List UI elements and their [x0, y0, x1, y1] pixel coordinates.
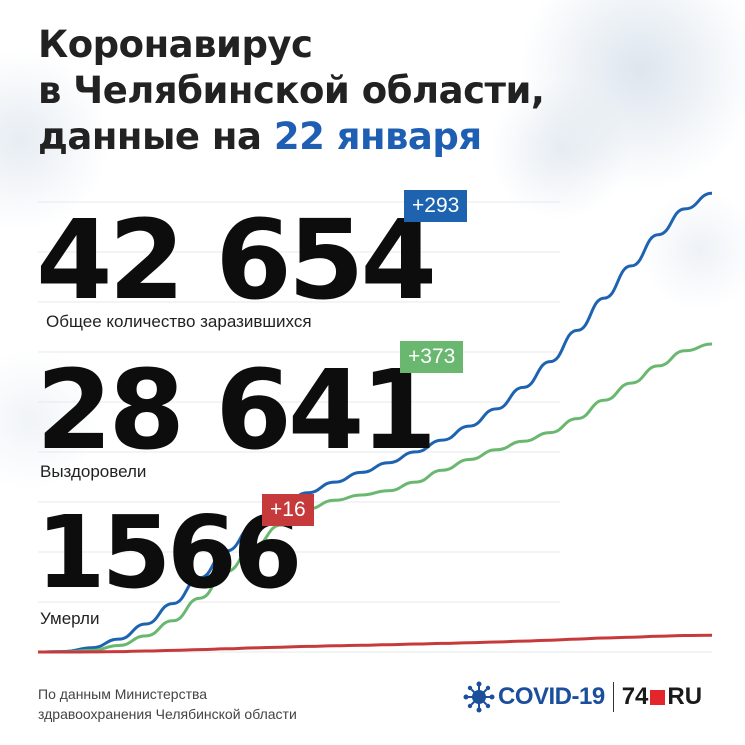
brand-number: 74: [621, 683, 649, 710]
deaths-delta-badge: +16: [262, 494, 314, 526]
total-cases-value: 42 654: [36, 196, 437, 324]
virus-icon: [463, 681, 495, 713]
title-line-3: данные на 22 января: [38, 114, 544, 160]
covid-wordmark: COVID-19: [498, 683, 605, 710]
source-line-2: здравоохранения Челябинской области: [38, 706, 297, 722]
total-cases-label: Общее количество заразившихся: [46, 312, 312, 331]
page-title: Коронавирус в Челябинской области, данны…: [38, 22, 545, 160]
title-prefix: данные на: [38, 115, 274, 158]
brand-red-square-icon: [650, 689, 666, 705]
chart-gridlines: [38, 201, 712, 653]
brand-suffix: RU: [667, 683, 703, 710]
brand-logo: COVID-19 74 RU: [462, 680, 702, 714]
logo-divider: [612, 682, 614, 712]
title-line-2: в Челябинской области,: [38, 69, 545, 112]
title-date: 22 января: [273, 115, 482, 158]
recovered-delta-badge: +373: [400, 341, 464, 373]
total-cases-delta-badge: +293: [404, 190, 468, 222]
title-line-1: Коронавирус: [38, 23, 313, 66]
virus-decoration: [0, 0, 745, 490]
data-source: По данным Министерства здравоохранения Ч…: [38, 684, 297, 724]
deaths-line: [38, 633, 713, 654]
chart-series-group: [37, 191, 713, 654]
source-line-1: По данным Министерства: [38, 686, 208, 702]
recovered-line: [37, 342, 713, 654]
recovered-label: Выздоровели: [40, 462, 147, 481]
deaths-label: Умерли: [40, 609, 100, 628]
total-cases-line: [37, 191, 713, 654]
deaths-value: 1566: [36, 494, 302, 611]
recovered-value: 28 641: [36, 346, 437, 474]
